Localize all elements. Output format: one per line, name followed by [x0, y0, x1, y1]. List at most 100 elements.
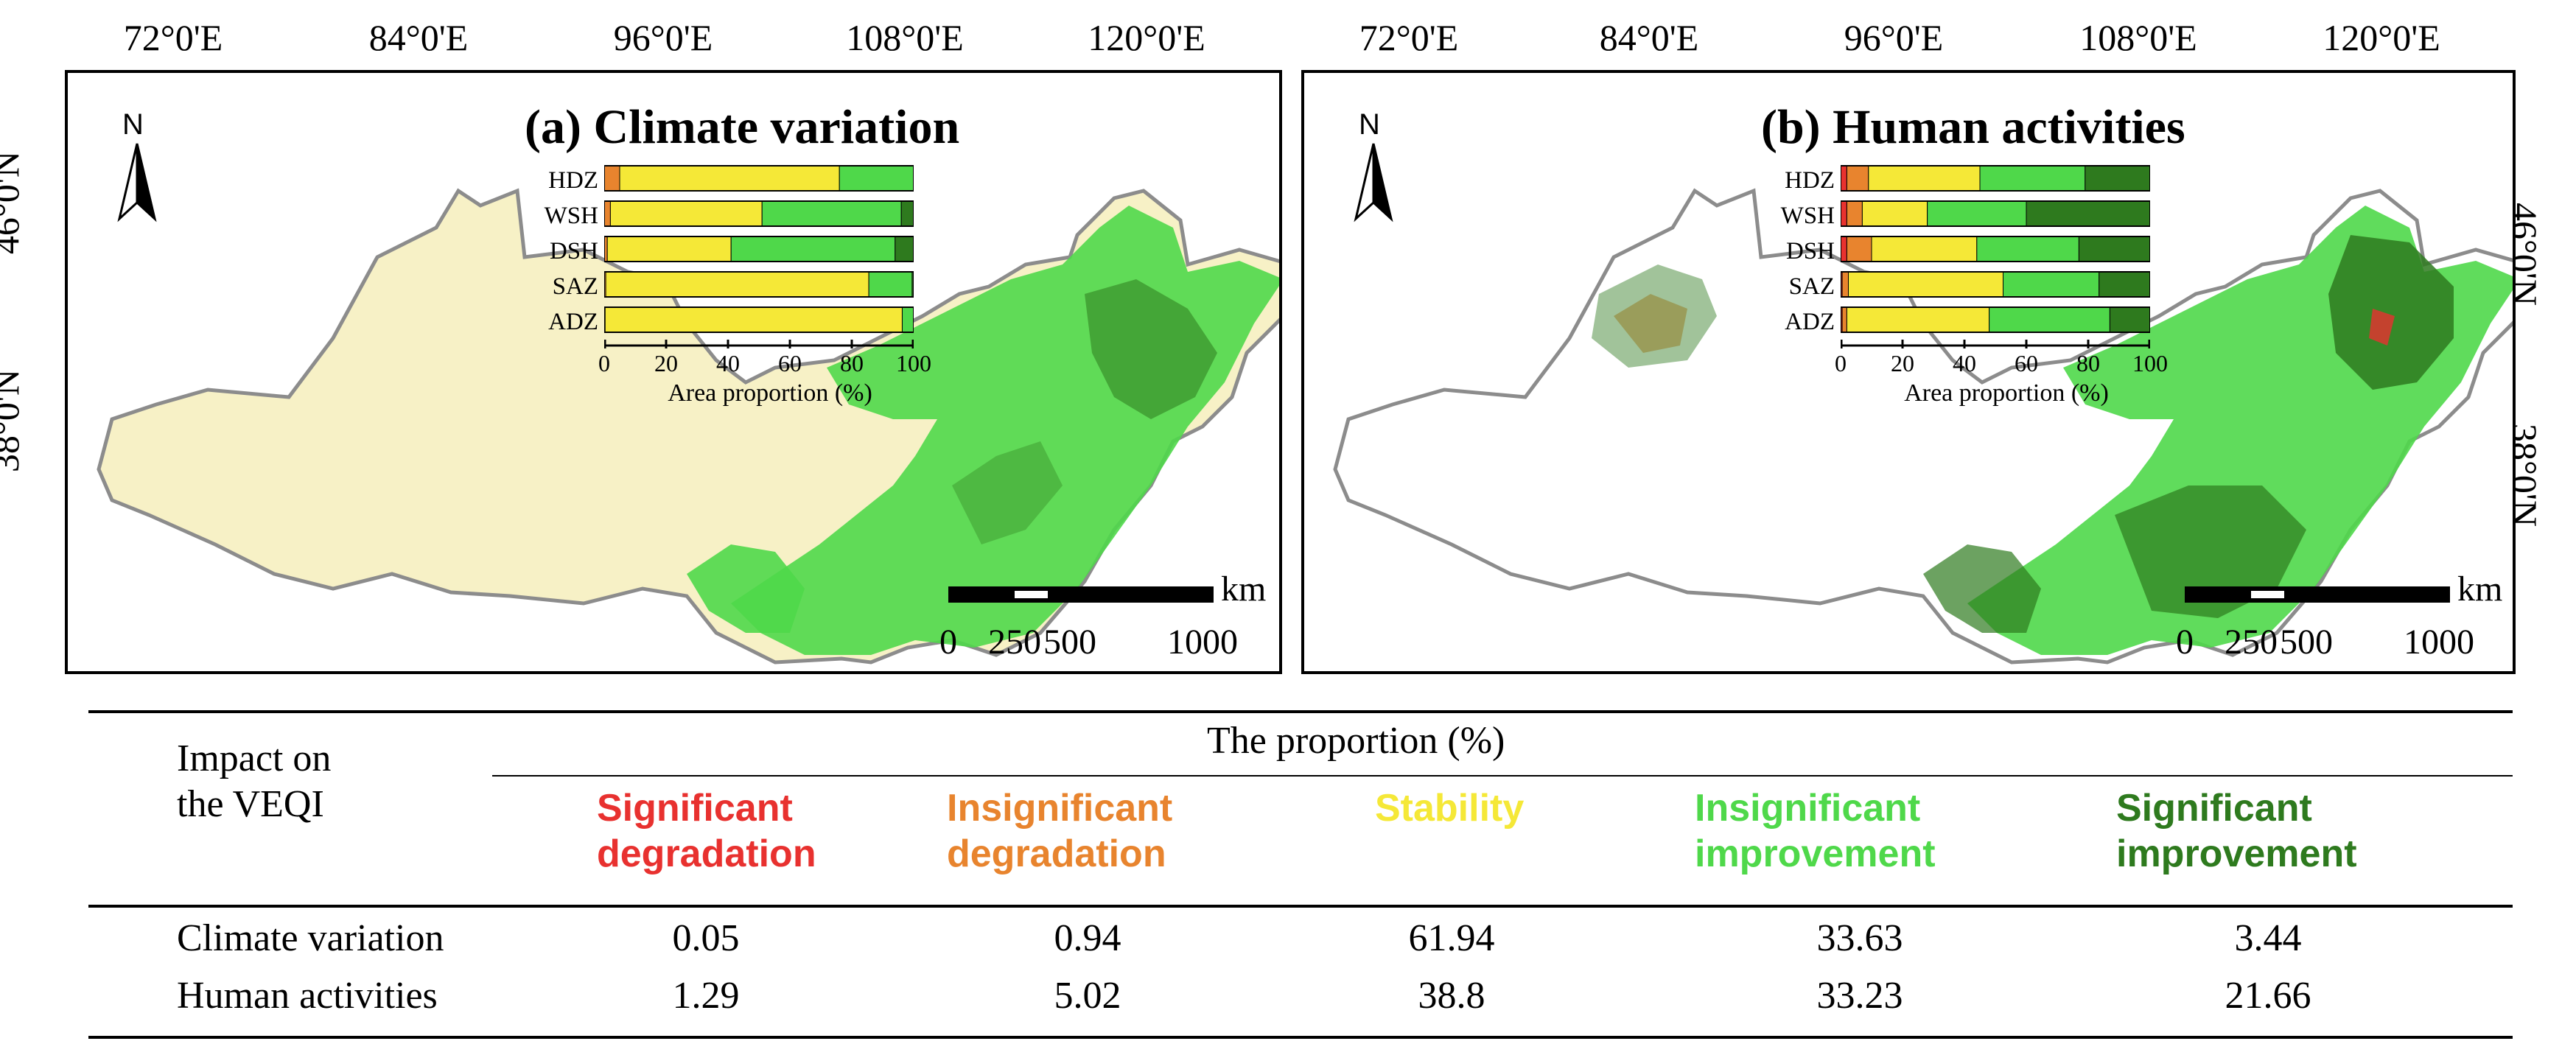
bar-segment	[839, 165, 914, 192]
degradation-patch	[2369, 309, 2395, 346]
bar-segment	[604, 306, 903, 333]
bar-segment	[1841, 306, 1847, 333]
bar-segment	[900, 200, 914, 227]
x-tick: 80	[840, 350, 864, 376]
x-tick: 20	[1891, 350, 1914, 376]
scale-label: 250	[988, 623, 1041, 662]
x-tick: 20	[654, 350, 678, 376]
lon-label: 72°0'E	[123, 17, 223, 58]
bar-segment	[605, 271, 869, 298]
bar-outline	[604, 236, 914, 262]
scale-label: 0	[939, 623, 957, 662]
bar-segment	[1989, 306, 2110, 333]
column-header-line1: Stability	[1375, 787, 1525, 830]
category-label: ADZ	[548, 309, 598, 335]
table-cell: 21.66	[2225, 975, 2311, 1017]
category-label: ADZ	[1785, 309, 1835, 335]
table-cell: 0.05	[672, 917, 740, 959]
x-axis-label: Area proportion (%)	[668, 379, 872, 407]
category-label: HDZ	[1785, 167, 1835, 194]
bar-outline	[604, 200, 914, 227]
x-tick: 40	[716, 350, 740, 376]
lon-label: 108°0'E	[846, 17, 964, 58]
table-top-rule	[88, 710, 2513, 713]
bar-segment	[606, 236, 732, 262]
scale-bar-graphic	[948, 586, 1214, 603]
bar-segment	[901, 306, 914, 333]
column-header: Significant degradation	[597, 785, 816, 877]
table-cell: 38.8	[1418, 975, 1485, 1017]
scale-label: 500	[2280, 623, 2333, 662]
column-header: Significant improvement	[2116, 785, 2357, 877]
lat-label-left-46: 46°0'N	[0, 150, 27, 255]
map-panel-human: (b) Human activities N HDZ WSH DSH SAZ A…	[1301, 70, 2516, 674]
scale-bar: km 0 250 500 1000	[939, 569, 1266, 662]
category-label: WSH	[544, 203, 598, 229]
lon-label: 84°0'E	[1599, 17, 1699, 58]
corner-label-line2: the VEQI	[177, 783, 324, 825]
bar-segment	[619, 165, 840, 192]
column-header-line2: improvement	[2116, 833, 2357, 875]
table-header-rule	[88, 905, 2513, 908]
table-cell: 5.02	[1054, 975, 1121, 1017]
bar-segment	[2026, 200, 2150, 227]
bar-segment	[730, 236, 896, 262]
table-cell: 1.29	[672, 975, 740, 1017]
bar-segment	[1868, 165, 1981, 192]
x-tick: 100	[896, 350, 931, 376]
column-header: Insignificant improvement	[1695, 785, 1936, 877]
vegetated-zone-south	[687, 544, 805, 633]
bar-segment	[604, 200, 611, 227]
north-arrow-icon	[1354, 143, 1393, 222]
scale-label: 250	[2225, 623, 2278, 662]
lon-label: 120°0'E	[2323, 17, 2440, 58]
vegetated-zone-mid	[952, 441, 1063, 544]
row-label: Human activities	[177, 975, 438, 1017]
vegetated-zone-dark-south	[2115, 486, 2306, 618]
x-tick: 40	[1953, 350, 1976, 376]
category-label: SAZ	[1788, 273, 1835, 300]
scale-label: 500	[1043, 623, 1096, 662]
panel-title: (b) Human activities	[1761, 100, 2185, 154]
bar-segment	[1871, 236, 1978, 262]
bar-outline	[1841, 271, 2150, 298]
degradation-patch-west	[1614, 294, 1687, 353]
x-tick: 0	[1835, 350, 1847, 376]
bar-segment	[609, 200, 763, 227]
vegetated-zone-west	[1592, 264, 1717, 368]
region-map-b	[1333, 188, 2513, 665]
region-map-a	[97, 188, 1279, 665]
scale-label: 0	[2176, 623, 2194, 662]
x-axis-label: Area proportion (%)	[1904, 379, 2109, 407]
lon-label: 84°0'E	[368, 17, 469, 58]
bar-outline	[1841, 200, 2150, 227]
north-label: N	[1359, 108, 1380, 141]
bar-outline	[1841, 236, 2150, 262]
bar-outline	[604, 271, 914, 298]
column-header-line1: Significant	[2116, 787, 2312, 830]
scale-label: 1000	[2404, 623, 2474, 662]
table-cell: 3.44	[2234, 917, 2302, 959]
bar-segment	[1841, 271, 1849, 298]
bar-segment	[1848, 271, 2003, 298]
category-label: HDZ	[548, 167, 598, 194]
bar-segment	[1846, 200, 1863, 227]
column-header-line2: degradation	[597, 833, 816, 875]
category-label: WSH	[1780, 203, 1835, 229]
lon-label: 120°0'E	[1088, 17, 1205, 58]
x-tick: 80	[2076, 350, 2100, 376]
bar-segment	[1846, 165, 1869, 192]
bar-segment	[1841, 200, 1847, 227]
bar-segment	[1846, 236, 1872, 262]
north-arrow: N	[105, 108, 171, 234]
category-label: DSH	[1785, 238, 1835, 264]
category-label: DSH	[549, 238, 598, 264]
bar-outline	[1841, 306, 2150, 333]
row-label: Climate variation	[177, 917, 444, 959]
vegetated-zone-south	[1923, 544, 2041, 633]
scale-bar: km 0 250 500 1000	[2176, 569, 2502, 662]
column-header-line1: Significant	[597, 787, 793, 830]
table-cell: 33.23	[1816, 975, 1903, 1017]
table-bottom-rule	[88, 1036, 2513, 1039]
column-header: Insignificant degradation	[947, 785, 1172, 877]
